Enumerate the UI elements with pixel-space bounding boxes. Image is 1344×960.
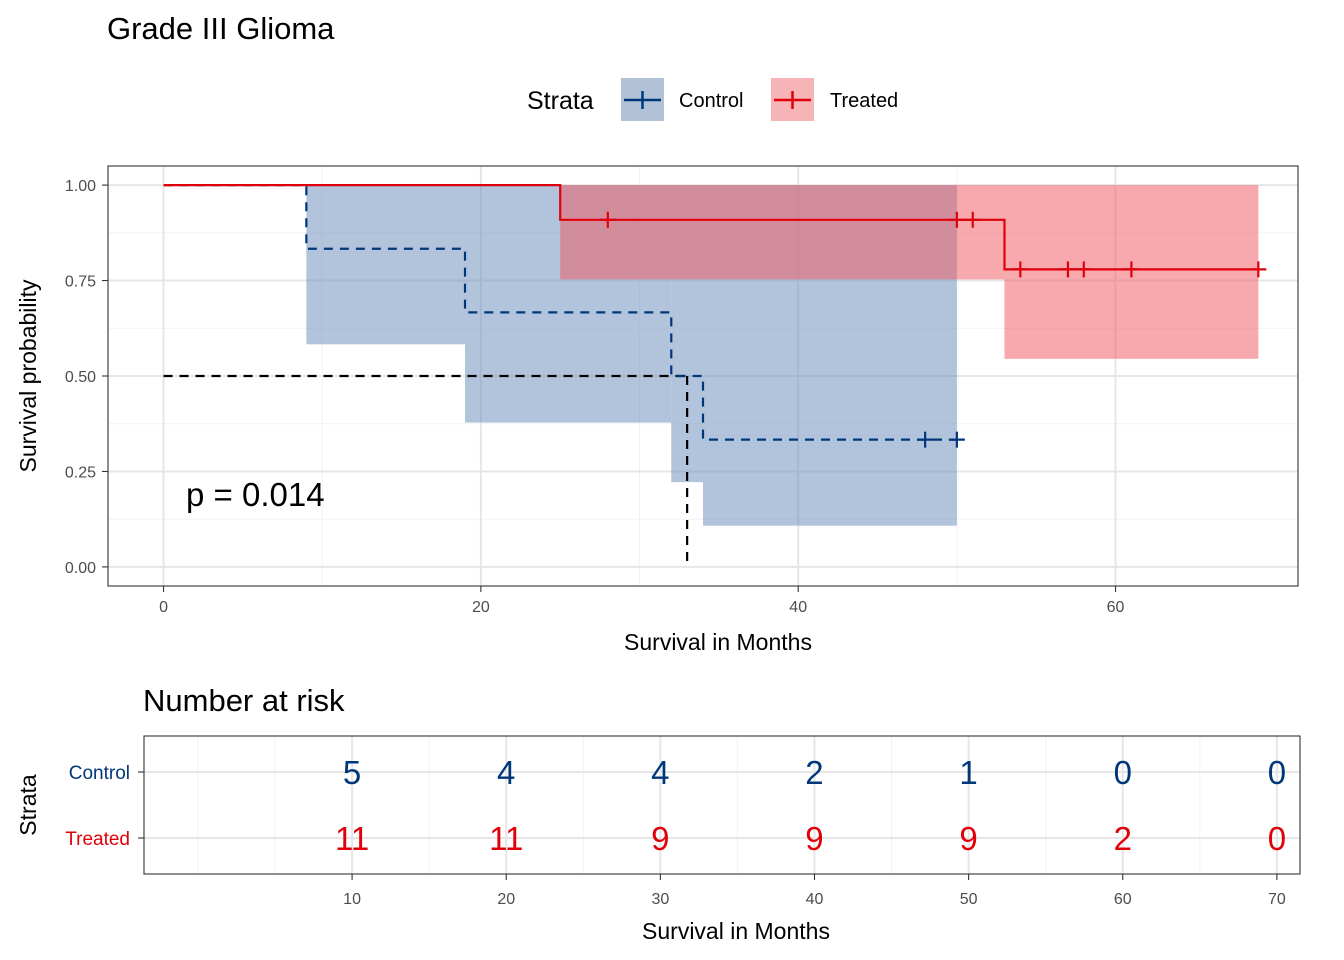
- survival-plot: 0 20 40 60 0.00 0.25 0.50 0.75 1.00 p = 0.014 S…: [15, 165, 1299, 655]
- legend-label-treated: Treated: [830, 90, 898, 112]
- risk-row-labels: Control Treated: [65, 763, 144, 850]
- risk-count-treated: 2: [1114, 820, 1132, 857]
- risk-count-control: 4: [651, 754, 669, 791]
- risk-count-treated: 9: [651, 820, 669, 857]
- y-tick-label: 0.75: [65, 274, 96, 291]
- censor-mark-treated: [1012, 261, 1029, 278]
- risk-row-label-treated: Treated: [65, 829, 130, 850]
- risk-table-border: [143, 735, 1301, 875]
- risk-x-tick-label: 50: [960, 891, 978, 908]
- censor-mark-control: [917, 431, 934, 448]
- risk-x-tick-label: 20: [497, 891, 515, 908]
- risk-table-title: Number at risk: [143, 683, 345, 718]
- p-value-annotation: p = 0.014: [186, 476, 325, 513]
- y-axis-title: Survival probability: [15, 279, 41, 473]
- risk-x-tick-label: 40: [806, 891, 824, 908]
- survival-curve-treated: [163, 183, 1259, 271]
- risk-values: 5 4 4 2 1 0 0 11 11 9 9 9 2 0: [335, 754, 1286, 857]
- y-axis-ticks: 0.00 0.25 0.50 0.75 1.00: [65, 178, 108, 577]
- y-tick-label: 0.50: [65, 369, 96, 386]
- chart-title: Grade III Glioma: [107, 11, 335, 46]
- risk-count-treated: 11: [489, 820, 523, 857]
- number-at-risk-table: Number at risk 5 4 4 2 1 0 011 11 9 9 9 2 0 ControlT…: [15, 683, 1301, 944]
- y-tick-label: 1.00: [65, 178, 96, 195]
- y-tick-label: 0.00: [65, 560, 96, 577]
- risk-count-control: 2: [805, 754, 823, 791]
- risk-count-control: 0: [1114, 754, 1132, 791]
- censor-mark-treated: [1075, 261, 1092, 278]
- x-tick-label: 0: [159, 599, 168, 616]
- risk-x-tick-label: 10: [343, 891, 361, 908]
- risk-y-axis-title: Strata: [15, 774, 41, 836]
- risk-count-control: 1: [959, 754, 977, 791]
- x-axis-ticks: 0 20 40 60: [159, 586, 1125, 616]
- risk-count-control: 0: [1268, 754, 1286, 791]
- censor-mark-treated: [948, 211, 965, 228]
- ci-band-treated: [560, 185, 1005, 280]
- median-lines: [163, 374, 689, 567]
- risk-table-background: [144, 736, 1300, 874]
- risk-x-tick-label: 30: [651, 891, 669, 908]
- risk-x-tick-label: 60: [1114, 891, 1132, 908]
- risk-grid-lines: [144, 736, 1300, 874]
- x-axis-title: Survival in Months: [624, 629, 812, 655]
- legend: Strata Control Treated: [527, 78, 898, 121]
- censor-mark-treated: [1250, 261, 1267, 278]
- censor-mark-treated: [1059, 261, 1076, 278]
- risk-count-treated: 9: [959, 820, 977, 857]
- confidence-bands: [306, 185, 1259, 526]
- risk-count-control: 4: [497, 754, 515, 791]
- survival-curve-control: [163, 183, 957, 441]
- risk-count-treated: 11: [335, 820, 369, 857]
- x-tick-label: 60: [1107, 599, 1125, 616]
- risk-x-axis-ticks: 10 20 30 40 50 60 70: [343, 874, 1286, 908]
- censor-mark-treated: [964, 211, 981, 228]
- legend-label-control: Control: [679, 90, 743, 112]
- censor-mark-treated: [1123, 261, 1140, 278]
- risk-count-control: 5: [343, 754, 361, 791]
- risk-x-axis-title: Survival in Months: [642, 918, 830, 944]
- y-tick-label: 0.25: [65, 464, 96, 481]
- censor-marks: [599, 211, 1267, 448]
- risk-count-treated: 9: [805, 820, 823, 857]
- risk-x-tick-label: 70: [1268, 891, 1286, 908]
- survival-curves: [163, 183, 1259, 441]
- x-tick-label: 40: [789, 599, 807, 616]
- risk-count-treated: 0: [1268, 820, 1286, 857]
- x-tick-label: 20: [472, 599, 490, 616]
- risk-row-label-control: Control: [69, 763, 130, 784]
- legend-title: Strata: [527, 87, 594, 115]
- censor-mark-treated: [599, 211, 616, 228]
- ci-band-control: [306, 185, 465, 345]
- censor-mark-control: [948, 431, 965, 448]
